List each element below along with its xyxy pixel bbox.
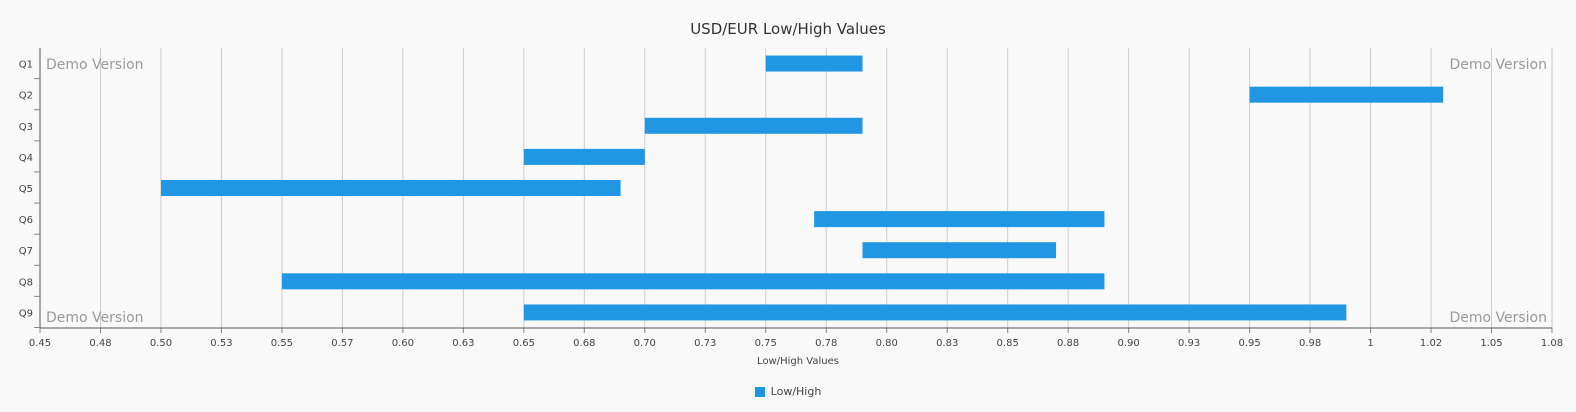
axes: [34, 48, 1553, 333]
x-tick-label: 0.88: [1057, 338, 1079, 349]
x-tick-label: 0.60: [392, 338, 414, 349]
range-bar-q5: [160, 180, 621, 196]
x-tick-label: 1.02: [1420, 338, 1442, 349]
y-tick-label: Q8: [19, 277, 33, 288]
legend-label: Low/High: [770, 385, 822, 398]
y-tick-label: Q9: [19, 308, 33, 319]
x-tick-label: 0.45: [29, 338, 51, 349]
x-tick-label: 0.70: [634, 338, 656, 349]
x-tick-label: 0.78: [815, 338, 837, 349]
axis-labels: 0.45 0.48 0.50 0.53 0.55 0.57 0.60 0.63 0.65 0.68…: [19, 60, 1563, 349]
x-tick-label: 1.05: [1480, 338, 1502, 349]
watermark-bottom-right: Demo Version: [1449, 310, 1547, 326]
range-bar-q7: [862, 242, 1057, 259]
x-tick-label: 0.93: [1178, 338, 1200, 349]
y-tick-label: Q7: [19, 246, 33, 257]
x-tick-label: 0.57: [331, 338, 353, 349]
y-tick-label: Q5: [19, 184, 33, 195]
watermark-top-right: Demo Version: [1449, 57, 1547, 73]
range-bar-q4: [523, 148, 645, 165]
y-tick-label: Q6: [19, 215, 33, 226]
x-tick-label: 0.50: [150, 338, 172, 349]
x-tick-label: 0.85: [997, 338, 1019, 349]
range-bar-q2: [1249, 86, 1444, 103]
x-tick-label: 0.98: [1299, 338, 1321, 349]
range-bar-q6: [814, 211, 1105, 228]
x-tick-label: 0.63: [452, 338, 474, 349]
x-tick-label: 1: [1367, 338, 1373, 349]
chart-title: USD/EUR Low/High Values: [690, 20, 886, 38]
x-tick-label: 0.65: [513, 338, 535, 349]
range-bar-q3: [644, 117, 863, 134]
range-bar-q8: [281, 273, 1105, 290]
y-tick-label: Q4: [19, 153, 33, 164]
x-tick-label: 0.80: [876, 338, 898, 349]
x-tick-label: 0.53: [210, 338, 232, 349]
x-tick-label: 0.73: [694, 338, 716, 349]
x-tick-label: 0.95: [1238, 338, 1260, 349]
x-tick-label: 0.75: [755, 338, 777, 349]
x-axis-title: Low/High Values: [757, 356, 839, 367]
y-tick-label: Q3: [19, 122, 33, 133]
bars: [160, 55, 1444, 321]
x-tick-label: 0.68: [573, 338, 595, 349]
y-tick-label: Q1: [19, 60, 33, 71]
range-bar-q9: [523, 304, 1347, 321]
watermark-bottom-left: Demo Version: [46, 310, 144, 326]
legend: Low/High: [0, 385, 1576, 398]
x-tick-label: 0.83: [936, 338, 958, 349]
x-tick-label: 0.48: [89, 338, 111, 349]
x-tick-label: 1.08: [1541, 338, 1563, 349]
y-tick-label: Q2: [19, 91, 33, 102]
legend-swatch: [754, 386, 765, 397]
x-tick-label: 0.90: [1118, 338, 1140, 349]
x-tick-label: 0.55: [271, 338, 293, 349]
range-bar-q1: [765, 55, 863, 72]
watermark-top-left: Demo Version: [46, 57, 144, 73]
chart-plot: 0.45 0.48 0.50 0.53 0.55 0.57 0.60 0.63 0.65 0.68…: [19, 48, 1563, 367]
